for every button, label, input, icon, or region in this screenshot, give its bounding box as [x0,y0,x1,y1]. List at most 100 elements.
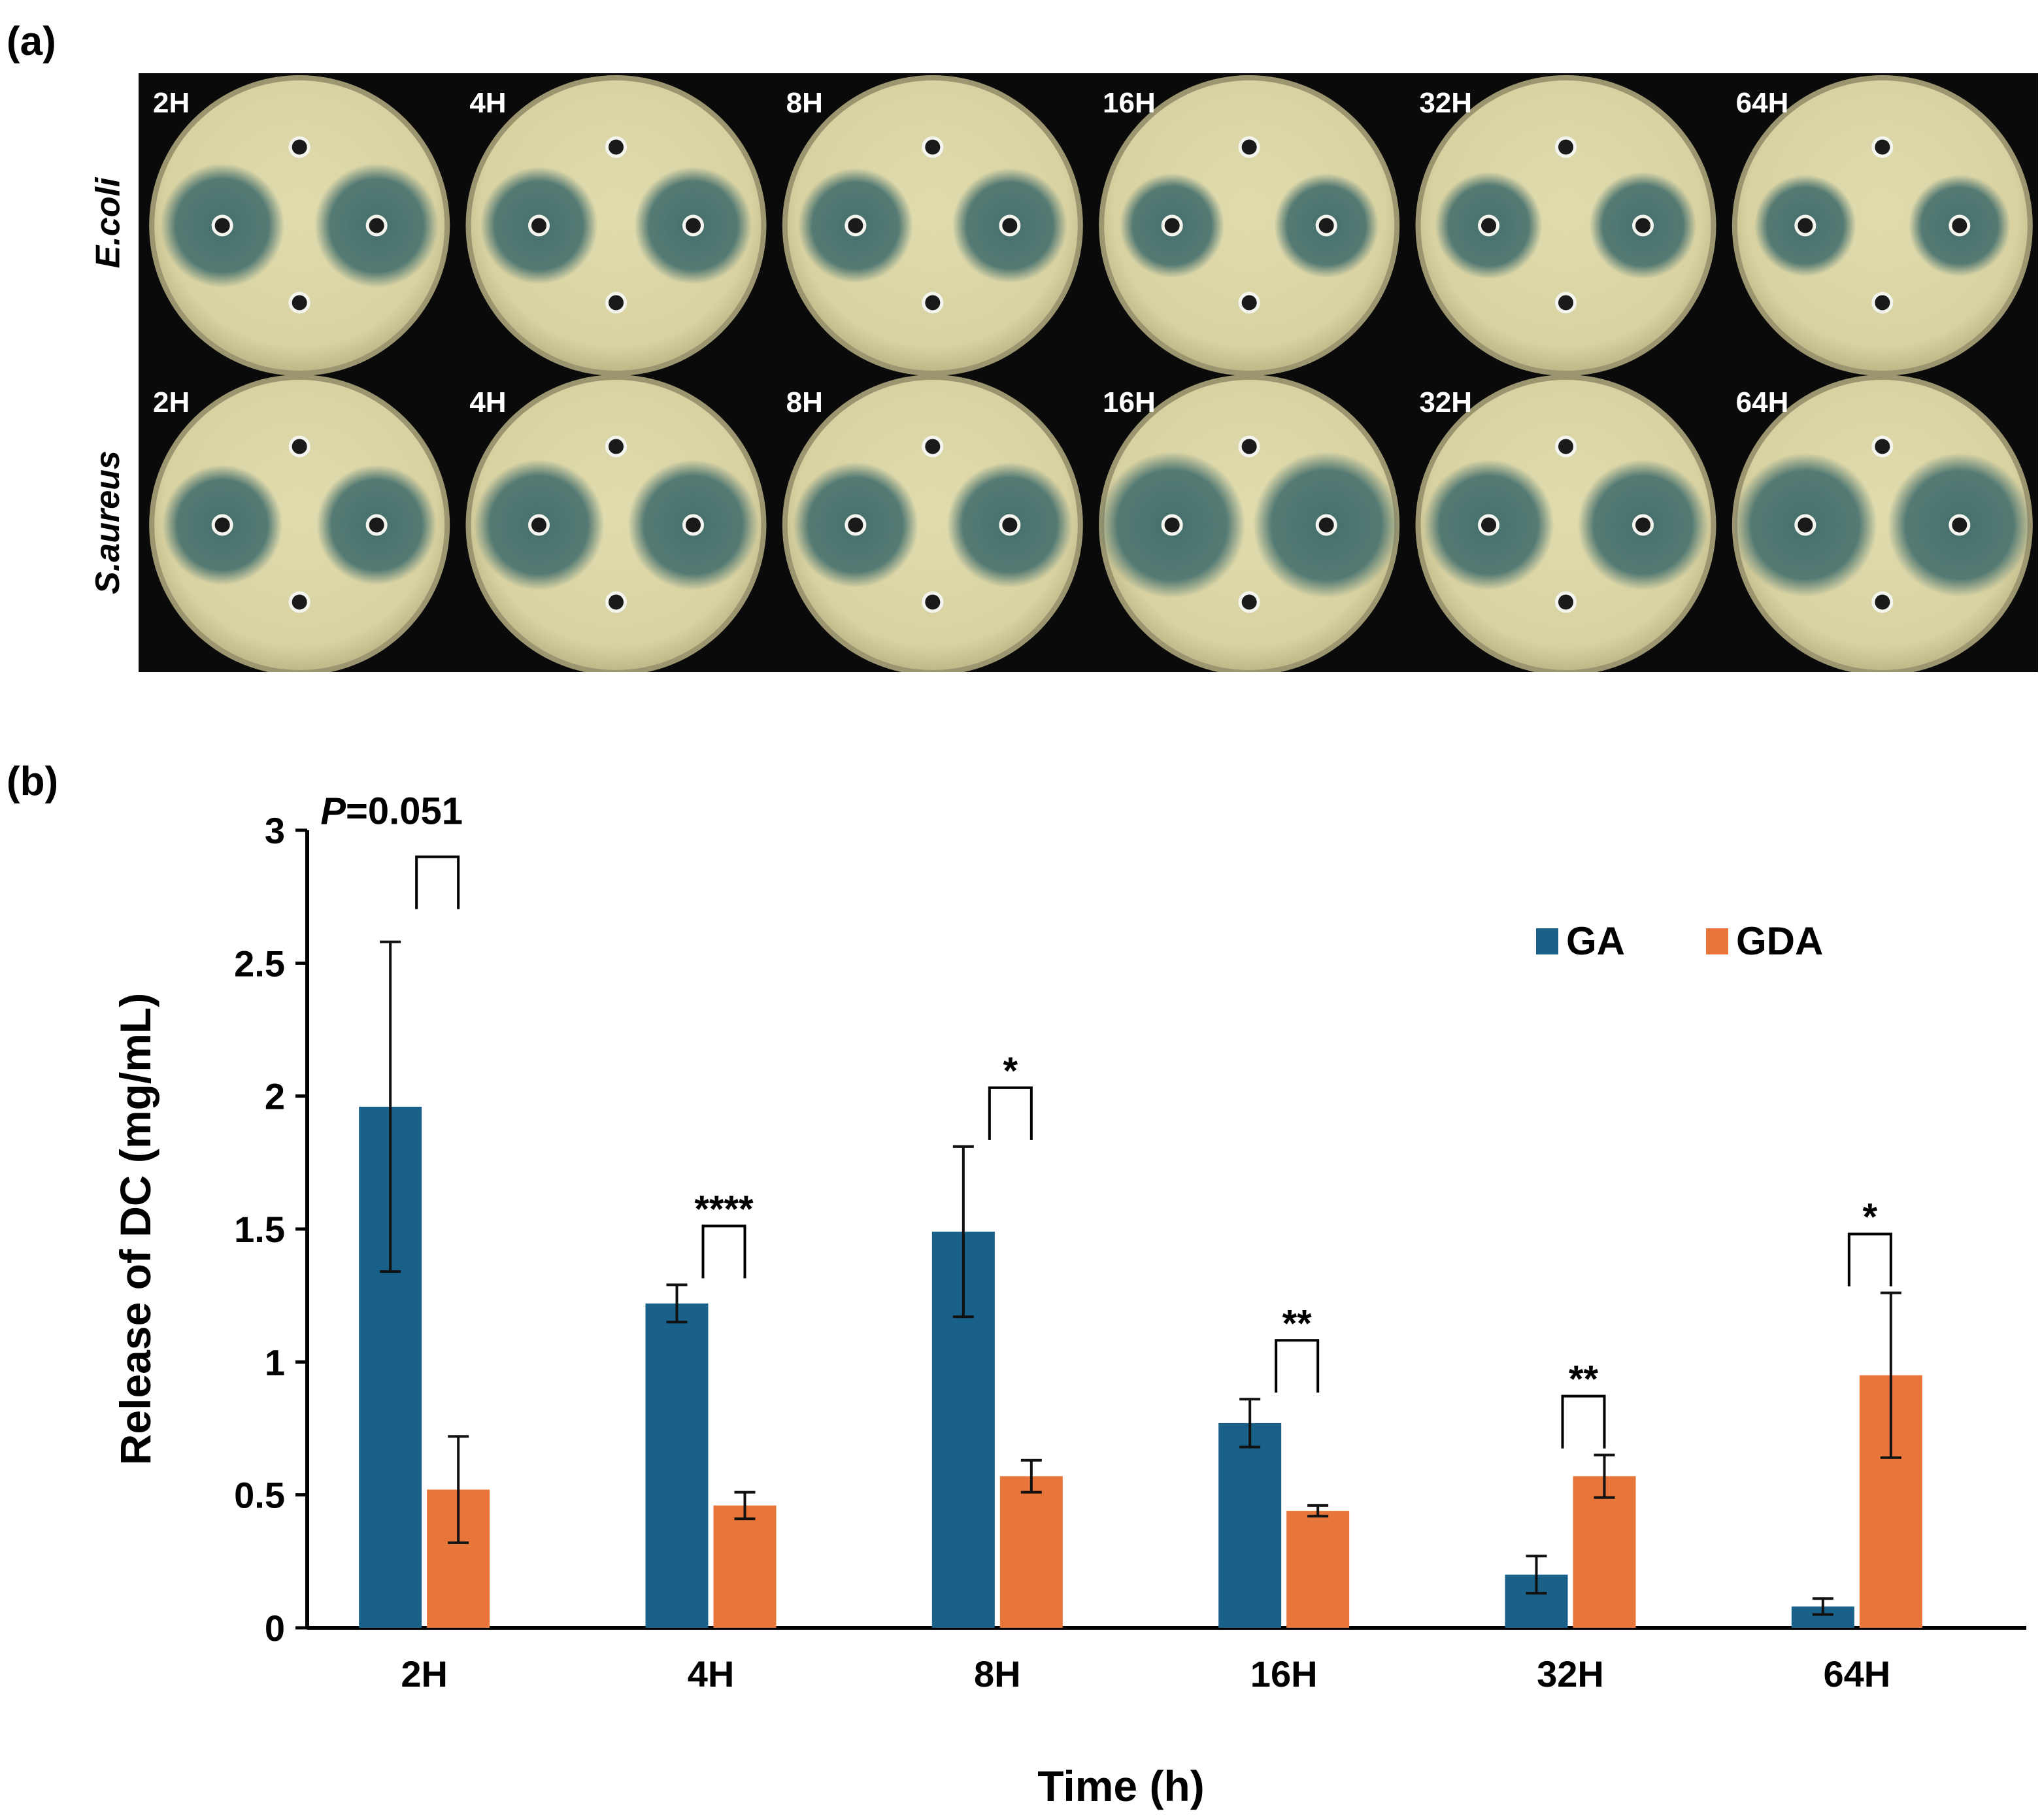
plate-ecoli-64H: 64H [1732,75,2033,376]
plate-time-label: 32H [1419,386,1472,418]
significance-label-8H: * [1003,1050,1018,1092]
agar-plate-photo-panel: 2H 4H 8H 16H 32H 64H 2H 4H 8H 16H 32H 64H [139,73,2038,675]
plate-saureus-4H: 4H [465,375,767,675]
plate-time-label: 8H [786,87,823,119]
plate-agar [471,80,762,371]
well-0 [1555,435,1577,458]
well-1 [1161,514,1183,536]
plate-time-label: 64H [1736,87,1789,119]
well-1 [845,214,867,237]
plate-saureus-8H: 8H [782,375,1083,675]
well-0 [288,136,310,158]
significance-bracket-32H [1561,1394,1606,1449]
plate-time-label: 2H [153,386,190,418]
plate-saureus-2H: 2H [149,375,450,675]
well-1 [845,514,867,536]
well-3 [288,591,310,613]
y-tick-label: 1 [265,1341,285,1383]
plate-agar [1420,80,1711,371]
well-2 [682,514,704,536]
well-0 [1238,435,1260,458]
x-tick-label: 2H [401,1653,448,1694]
well-2 [682,214,704,237]
y-tick-label: 2 [265,1076,285,1117]
well-1 [1794,214,1816,237]
well-2 [1632,214,1654,237]
well-2 [1315,214,1337,237]
well-3 [922,591,944,613]
significance-bracket-16H [1275,1339,1320,1393]
well-0 [605,435,627,458]
well-2 [1949,214,1971,237]
bar-GA-16H [1218,1423,1282,1628]
plate-agar [1104,80,1395,371]
well-0 [1555,136,1577,158]
x-tick-label: 32H [1537,1653,1604,1694]
well-2 [365,214,388,237]
x-axis-title: Time (h) [1037,1762,1204,1810]
plate-agar [154,380,445,670]
well-0 [922,435,944,458]
y-axis-title: Release of DC (mg/mL) [111,993,159,1465]
plate-agar [471,380,762,670]
x-tick-label: 64H [1823,1653,1890,1694]
well-0 [605,136,627,158]
y-tick-label: 2.5 [234,943,285,984]
well-1 [528,514,550,536]
significance-bracket-64H [1847,1232,1892,1287]
x-tick-label: 8H [974,1653,1021,1694]
well-2 [365,514,388,536]
bar-GDA-16H [1286,1511,1350,1628]
significance-label-2H: P=0.051 [320,790,463,833]
well-0 [922,136,944,158]
well-3 [1555,292,1577,314]
p-value-text: =0.051 [346,790,463,833]
well-2 [1315,514,1337,536]
panel-a-label: (a) [7,19,56,64]
well-3 [1238,292,1260,314]
well-3 [1871,591,1894,613]
plate-ecoli-32H: 32H [1415,75,1716,376]
plate-time-label: 4H [469,386,506,418]
row-label-saureus: S.aureus [78,373,137,672]
plate-ecoli-16H: 16H [1099,75,1400,376]
well-3 [605,591,627,613]
plate-time-label: 8H [786,386,823,418]
y-tick-label: 0 [265,1608,285,1649]
bar-GA-4H [645,1303,709,1628]
plate-saureus-16H: 16H [1099,375,1400,675]
plate-agar [1420,380,1711,670]
bar-GDA-4H [713,1505,777,1628]
well-1 [211,214,233,237]
row-label-ecoli: E.coli [78,73,137,373]
well-2 [1949,514,1971,536]
plate-agar [1737,80,2028,371]
well-3 [288,292,310,314]
y-tick-label: 1.5 [234,1209,285,1250]
p-value-symbol: P [320,790,346,833]
plate-agar [1737,380,2028,670]
legend-label-GA: GA [1566,919,1625,963]
plate-time-label: 64H [1736,386,1789,418]
legend-swatch-GA [1536,928,1558,954]
plate-time-label: 16H [1103,386,1156,418]
plate-ecoli-8H: 8H [782,75,1083,376]
plate-agar [787,380,1078,670]
significance-label-4H: **** [694,1188,754,1230]
significance-label-32H: ** [1569,1358,1599,1401]
well-3 [605,292,627,314]
plate-time-label: 32H [1419,87,1472,119]
significance-bracket-8H [988,1086,1033,1140]
legend-label-GDA: GDA [1736,919,1823,963]
plate-saureus-32H: 32H [1415,375,1716,675]
row-label-saureus-text: S.aureus [89,450,127,594]
bar-GDA-32H [1573,1476,1636,1628]
well-0 [1238,136,1260,158]
panel-b-label: (b) [7,759,59,804]
well-3 [922,292,944,314]
well-3 [1871,292,1894,314]
significance-bracket-4H [701,1224,746,1279]
plate-saureus-64H: 64H [1732,375,2033,675]
legend-swatch-GDA [1706,928,1728,954]
y-tick-label: 0.5 [234,1475,285,1516]
